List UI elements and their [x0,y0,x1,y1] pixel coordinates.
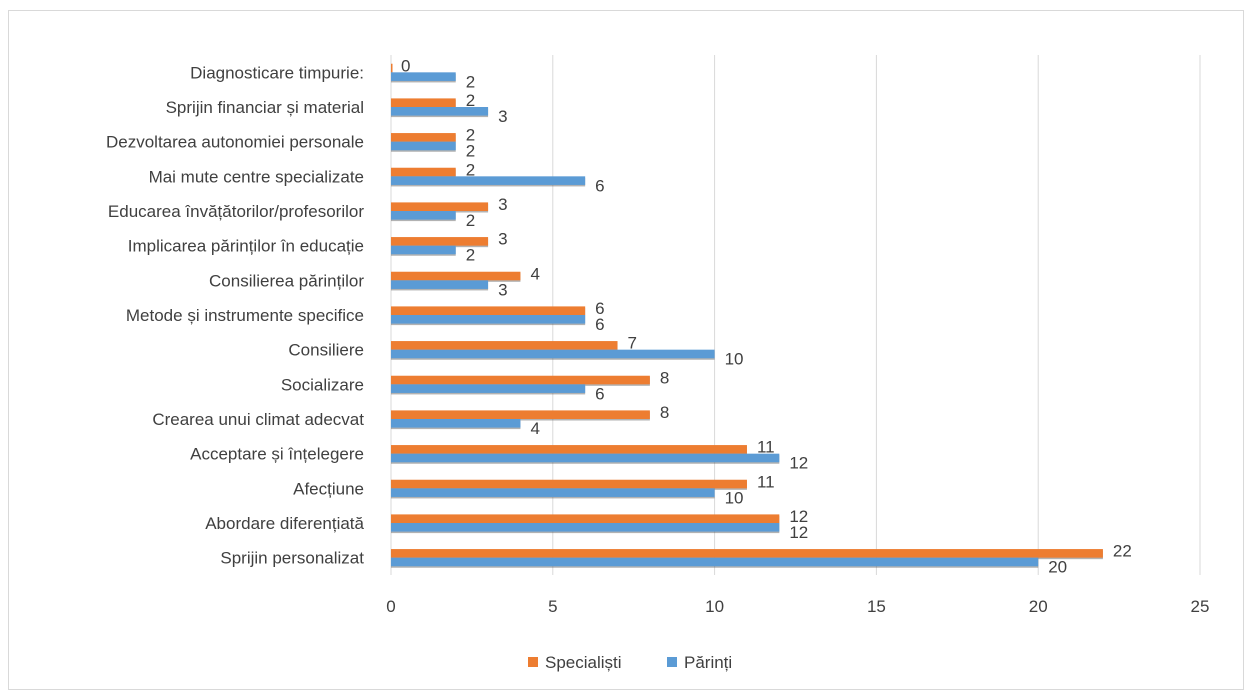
data-label: 8 [660,368,669,387]
data-label: 2 [466,160,475,179]
category-label: Metode și instrumente specifice [126,306,364,325]
data-label: 4 [530,264,539,283]
legend-label: Părinți [684,653,732,672]
data-label: 6 [595,384,604,403]
category-label: Consilierea părinților [209,271,364,290]
bar-parinti [391,349,715,359]
data-label: 3 [498,107,507,126]
data-label: 20 [1048,558,1067,577]
category-label: Crearea unui climat adecvat [152,410,364,429]
bar-specialisti [391,133,456,142]
x-tick-label: 5 [548,597,557,616]
data-label: 6 [595,176,604,195]
bar-parinti [391,141,456,151]
bar-specialisti [391,306,586,315]
bar-specialisti [391,445,747,454]
data-label: 22 [1113,542,1132,561]
data-label: 3 [498,230,507,249]
bar-parinti [391,384,586,393]
bar-specialisti [391,167,456,177]
data-label: 2 [466,126,475,145]
bar-parinti [391,523,780,532]
x-tick-label: 15 [867,597,886,616]
data-label: 10 [725,350,744,369]
bar-specialisti [391,63,393,73]
data-label: 10 [725,488,744,507]
data-label: 12 [789,523,808,542]
legend: Specialiști Părinți [528,653,732,672]
data-label: 3 [498,280,507,299]
data-label: 4 [530,419,539,438]
bar-parinti [391,245,456,255]
axis-ticks: 0 5 10 15 20 25 [386,597,1209,616]
category-label: Implicarea părinților în educație [128,237,364,256]
bar-parinti [391,72,456,81]
data-label: 2 [466,142,475,161]
bar-specialisti [391,410,650,419]
bar-specialisti [391,549,1103,558]
bar-specialisti [391,237,489,246]
data-label: 8 [660,403,669,422]
category-label: Acceptare și înțelegere [190,445,364,464]
bar-specialisti [391,514,780,523]
bar-parinti [391,557,1039,567]
bar-parinti [391,176,586,185]
bar-parinti [391,211,456,220]
x-tick-label: 20 [1029,597,1048,616]
category-label: Abordare diferențiată [205,514,364,533]
x-tick-label: 10 [705,597,724,616]
legend-swatch [528,657,538,667]
bar-specialisti [391,341,618,350]
category-label: Consiliere [288,341,364,360]
legend-label: Specialiști [545,653,622,672]
category-label: Socializare [281,375,364,394]
category-label: Sprijin financiar și material [166,98,364,117]
data-label: 6 [595,299,604,318]
bar-specialisti [391,98,456,107]
category-label: Educarea învățătorilor/profesorilor [108,202,364,221]
data-label: 0 [401,56,410,75]
bar-specialisti [391,271,521,281]
data-label: 12 [789,507,808,526]
data-label: 12 [789,454,808,473]
data-label: 2 [466,246,475,265]
category-label: Afecțiune [293,479,364,498]
data-label: 3 [498,195,507,214]
data-label: 2 [466,91,475,110]
bar-parinti [391,488,715,497]
category-label: Diagnosticare timpurie: [190,63,364,82]
bar-specialisti [391,479,747,489]
bar-parinti [391,315,586,324]
data-label: 2 [466,72,475,91]
bar-parinti [391,280,489,289]
data-label: 7 [628,334,637,353]
bar-parinti [391,419,521,428]
data-label: 11 [757,438,775,457]
legend-swatch [667,657,677,667]
data-label: 11 [757,472,775,491]
bar-specialisti [391,202,489,211]
category-label: Sprijin personalizat [220,549,364,568]
bar-specialisti [391,375,650,385]
data-label: 2 [466,211,475,230]
data-label: 6 [595,315,604,334]
x-tick-label: 0 [386,597,395,616]
category-label: Mai mute centre specializate [149,167,364,186]
x-tick-label: 25 [1191,597,1210,616]
category-label: Dezvoltarea autonomiei personale [106,133,364,152]
category-labels: Diagnosticare timpurie: Sprijin financiar… [106,63,365,567]
bar-parinti [391,107,489,116]
bar-parinti [391,453,780,463]
